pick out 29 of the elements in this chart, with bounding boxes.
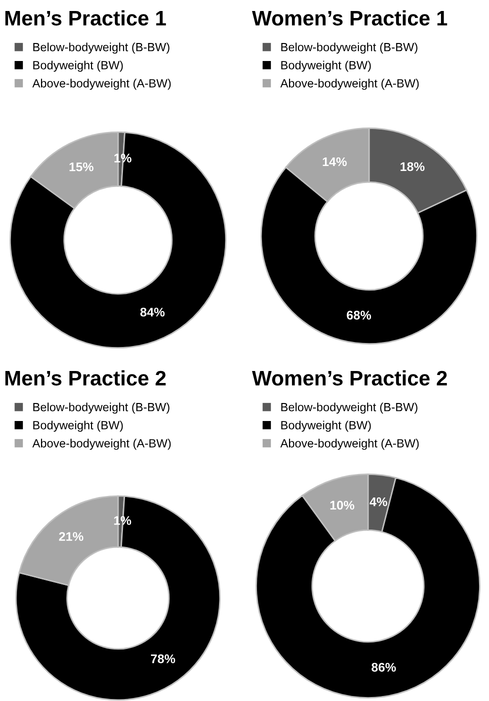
- chart-title: Men’s Practice 1: [5, 10, 166, 26]
- data-label: 84%: [140, 308, 165, 317]
- legend-label: Below-bodyweight (B-BW): [281, 42, 418, 54]
- legend-label: Bodyweight (BW): [281, 420, 371, 432]
- legend-label: Below-bodyweight (B-BW): [33, 42, 170, 54]
- legend-label: Above-bodyweight (A-BW): [32, 438, 171, 450]
- data-label: 86%: [372, 662, 396, 672]
- data-label: 78%: [150, 654, 176, 664]
- data-label: 10%: [330, 500, 354, 510]
- legend-label: Bodyweight (BW): [33, 420, 123, 432]
- chart-title: Men’s Practice 2: [5, 370, 166, 386]
- legend-label: Above-bodyweight (A-BW): [280, 438, 419, 450]
- donut-slice: [9, 132, 227, 349]
- data-label: 18%: [400, 162, 425, 172]
- chart-title: Women’s Practice 1: [252, 10, 448, 26]
- legend-label: Above-bodyweight (A-BW): [280, 78, 419, 90]
- data-label: 68%: [346, 310, 372, 320]
- data-label: 14%: [322, 157, 347, 166]
- data-label: 4%: [370, 497, 388, 506]
- legend-label: Bodyweight (BW): [281, 60, 371, 72]
- donut-slice: [15, 496, 221, 701]
- legend-label: Above-bodyweight (A-BW): [32, 78, 171, 90]
- legend-label: Below-bodyweight (B-BW): [281, 402, 418, 414]
- chart-title: Women’s Practice 2: [252, 370, 447, 386]
- data-label: 21%: [59, 532, 84, 541]
- donut-slice: [256, 477, 480, 698]
- data-label: 15%: [70, 162, 94, 172]
- legend-label: Bodyweight (BW): [33, 60, 123, 72]
- legend-label: Below-bodyweight (B-BW): [33, 402, 170, 414]
